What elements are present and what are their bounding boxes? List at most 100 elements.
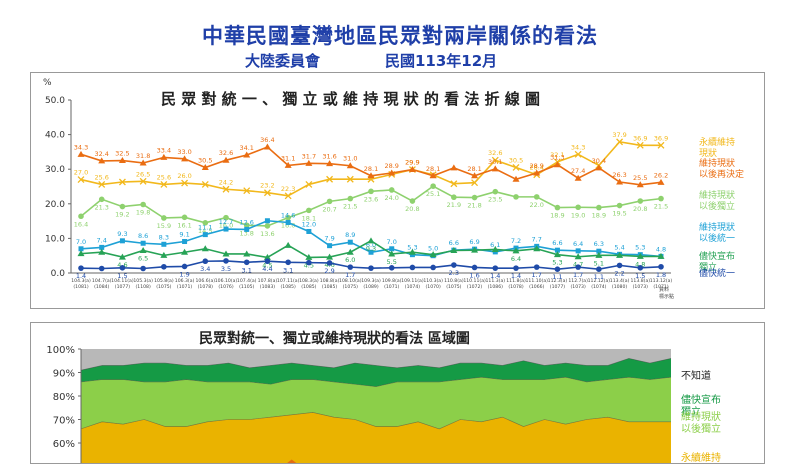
data-point — [513, 194, 519, 200]
data-label: 5.1 — [594, 259, 604, 267]
data-label: 19.0 — [571, 211, 585, 219]
data-label: 31.7 — [302, 152, 316, 160]
data-label: 16.0 — [219, 222, 233, 230]
data-label: 8.6 — [138, 232, 148, 240]
data-point — [575, 204, 581, 211]
data-label: 14.5 — [198, 227, 212, 235]
x-tick-label: 110.11(a) (1072) — [463, 278, 486, 290]
data-point — [450, 180, 458, 188]
area-y-tick-label: 70% — [53, 416, 75, 427]
data-label: 32.1 — [550, 151, 564, 159]
data-label: 25.6 — [157, 173, 171, 181]
data-label: 34.3 — [74, 143, 88, 151]
data-label: 25.5 — [633, 174, 647, 182]
data-point — [223, 258, 229, 264]
data-point — [636, 252, 644, 259]
data-point — [408, 248, 416, 255]
data-point — [491, 165, 499, 172]
data-point — [636, 141, 644, 149]
area-y-tick-label: 90% — [53, 369, 75, 380]
data-label: 23.6 — [364, 195, 378, 203]
data-point — [182, 239, 188, 245]
data-label: 1.9 — [179, 270, 189, 278]
data-label: 18.1 — [302, 214, 316, 222]
data-point — [658, 195, 664, 202]
data-point — [326, 253, 334, 260]
data-point — [575, 248, 581, 254]
data-label: 32.6 — [488, 149, 502, 157]
x-tick-label: 112.12(a) (1074) — [588, 278, 611, 290]
area-y-tick-label: 60% — [53, 439, 75, 450]
data-point — [492, 265, 499, 271]
data-point — [326, 260, 333, 266]
data-point — [306, 259, 312, 266]
data-point — [243, 151, 251, 158]
data-point — [202, 232, 208, 238]
x-tick-label: 109.3(a) (1089) — [361, 278, 381, 290]
data-point — [347, 264, 354, 270]
data-label: 19.2 — [115, 211, 129, 219]
data-point — [326, 198, 333, 205]
line-chart: 民 眾 對 統 一 、 獨 立 或 維 持 現 狀 的 看 法 折 線 圖% 0.… — [43, 78, 744, 300]
x-tick-label: 108.3(a) (1085) — [299, 278, 319, 290]
legend-entry: 維持現狀以後統一 — [699, 221, 735, 244]
data-point — [616, 178, 624, 185]
data-point — [98, 180, 106, 188]
data-label: 1.5 — [635, 272, 645, 280]
data-point — [263, 143, 271, 150]
data-point — [327, 243, 333, 249]
data-point — [326, 160, 334, 167]
data-point — [388, 169, 396, 176]
data-label: 19.5 — [612, 210, 626, 218]
data-label: 1.7 — [345, 271, 355, 279]
data-point — [450, 164, 458, 171]
data-point — [553, 251, 561, 258]
data-point — [306, 207, 312, 214]
area-legend-entry: 永續維持現狀 — [681, 451, 721, 463]
area-legend-entry: 維持現狀以後獨立 — [681, 410, 721, 435]
data-point — [118, 253, 126, 260]
data-point — [533, 169, 541, 176]
x-tick-label: 109.11(a) (1074) — [401, 278, 424, 290]
data-label: 29.9 — [405, 159, 419, 167]
data-label: 11.1 — [198, 224, 212, 232]
data-point — [160, 153, 168, 160]
data-point — [181, 155, 189, 162]
data-label: 20.7 — [322, 205, 336, 213]
data-label: 33.4 — [157, 146, 171, 154]
x-tick-label: 113.4(a) (1080) — [610, 278, 630, 290]
data-point — [408, 166, 416, 173]
data-point — [243, 222, 250, 229]
data-point — [140, 265, 146, 272]
data-label: 26.0 — [177, 172, 191, 180]
data-point — [98, 248, 106, 255]
x-tick-label: 113.12(a) (1071) — [650, 278, 673, 290]
data-point — [285, 259, 291, 266]
data-point — [595, 251, 603, 258]
data-point — [616, 138, 624, 146]
data-label: 6.0 — [366, 241, 376, 249]
data-label: 4.5 — [304, 261, 314, 269]
data-point — [118, 157, 126, 164]
data-point — [554, 204, 561, 211]
data-point — [409, 264, 416, 271]
data-point — [657, 252, 665, 259]
data-point — [533, 245, 541, 252]
data-label: 28.9 — [384, 162, 398, 170]
data-point — [77, 176, 85, 184]
data-label: 7.7 — [532, 235, 542, 243]
data-point — [616, 262, 623, 269]
data-point — [471, 246, 479, 253]
y-axis-label: % — [43, 78, 52, 88]
data-label: 3.4 — [200, 265, 210, 273]
data-label: 12.6 — [239, 218, 253, 226]
data-label: 8.3 — [159, 233, 169, 241]
data-point — [119, 238, 125, 244]
band-boundary-line — [80, 358, 672, 371]
data-point — [284, 192, 292, 200]
data-point — [596, 248, 602, 254]
data-point — [119, 203, 126, 210]
data-point — [575, 264, 581, 270]
data-label: 23.2 — [260, 182, 274, 190]
data-label: 2.2 — [614, 269, 624, 277]
